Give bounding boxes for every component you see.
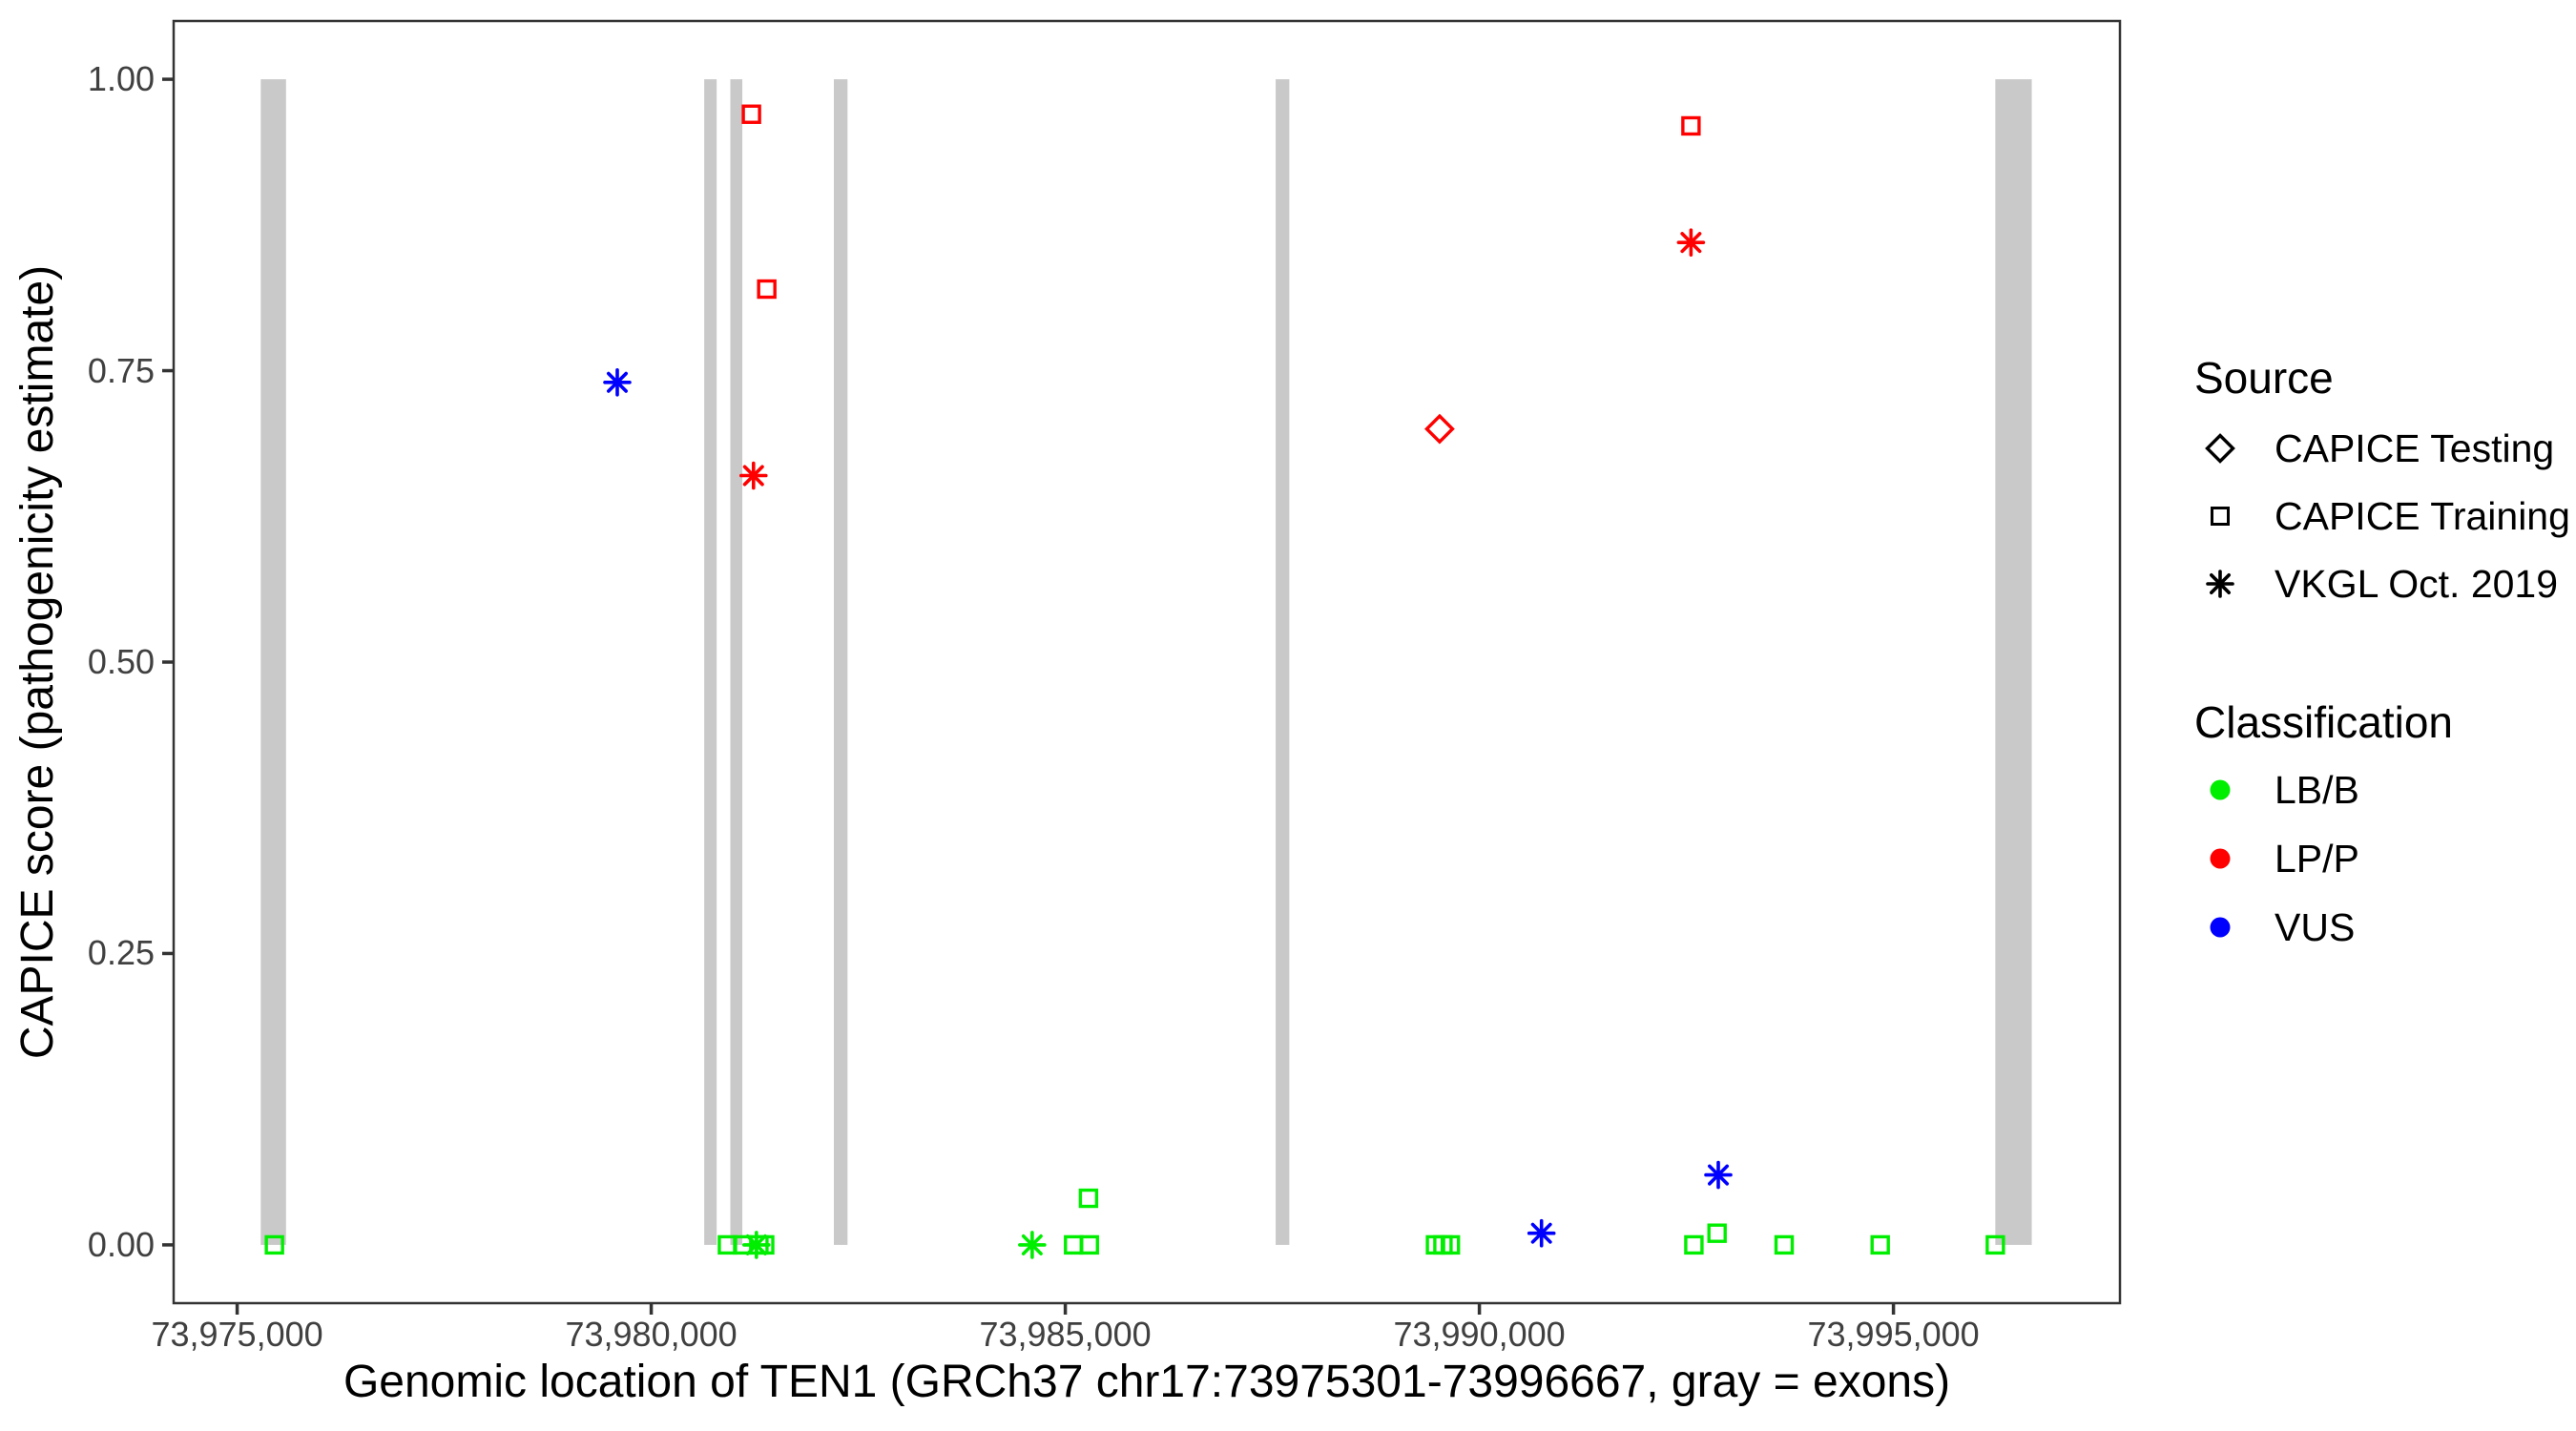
exon-bar <box>730 79 743 1245</box>
asterisk-marker <box>2206 570 2234 598</box>
asterisk-icon <box>2206 570 2234 598</box>
data-point <box>742 1231 771 1259</box>
legend-item-label: LP/P <box>2275 836 2359 881</box>
dot-icon <box>2210 917 2231 938</box>
legend-item-label: VKGL Oct. 2019 <box>2275 561 2559 606</box>
panel-border <box>172 19 2122 1305</box>
x-tick-label: 73,980,000 <box>565 1315 737 1354</box>
legend-item-label: CAPICE Training <box>2275 493 2570 538</box>
dot-icon <box>2210 848 2231 869</box>
legend-item-lpp: LP/P <box>2185 823 2359 894</box>
data-point <box>1774 1234 1795 1255</box>
data-point <box>1684 1234 1704 1255</box>
y-tick-label: 0.25 <box>87 933 155 973</box>
legend-item-vus: VUS <box>2185 892 2355 963</box>
data-point <box>1078 1188 1099 1209</box>
data-point <box>1676 228 1706 257</box>
legend-item-label: LB/B <box>2275 767 2359 812</box>
x-tick-label: 73,995,000 <box>1807 1315 1980 1354</box>
square-icon <box>2211 507 2230 526</box>
data-point <box>1870 1234 1890 1255</box>
legend-classification-title: Classification <box>2194 697 2453 747</box>
x-tick-label: 73,975,000 <box>151 1315 323 1354</box>
diamond-icon <box>2205 433 2235 464</box>
y-tick-label: 1.00 <box>87 59 155 99</box>
exon-bar <box>833 79 848 1245</box>
data-point <box>1527 1218 1556 1248</box>
data-point <box>1985 1234 2005 1255</box>
y-tick-label: 0.50 <box>87 642 155 681</box>
data-point <box>1704 1160 1733 1190</box>
data-point <box>738 461 768 490</box>
exon-bar <box>704 79 717 1245</box>
data-point <box>1064 1234 1084 1255</box>
data-point <box>757 279 777 300</box>
legend-item-label: VUS <box>2275 904 2356 949</box>
y-tick-label: 0.75 <box>87 350 155 390</box>
x-axis-title: Genomic location of TEN1 (GRCh37 chr17:7… <box>343 1357 1951 1407</box>
data-point <box>1441 1234 1461 1255</box>
exon-bar <box>1995 79 2032 1245</box>
legend-item-label: CAPICE Testing <box>2275 425 2555 470</box>
legend-item-square: CAPICE Training <box>2185 481 2570 551</box>
data-point <box>1424 413 1455 445</box>
exon-bar <box>260 79 286 1245</box>
data-point <box>741 104 761 124</box>
x-tick-label: 73,990,000 <box>1393 1315 1566 1354</box>
legend-source-title: Source <box>2194 353 2334 403</box>
exon-bar <box>1276 79 1290 1245</box>
data-point <box>1018 1231 1047 1259</box>
data-point <box>1707 1223 1727 1243</box>
legend-item-asterisk: VKGL Oct. 2019 <box>2185 549 2558 619</box>
data-point <box>264 1234 284 1255</box>
data-point <box>1079 1234 1099 1255</box>
square-marker <box>2211 507 2230 526</box>
x-tick-label: 73,985,000 <box>979 1315 1152 1354</box>
y-tick-label: 0.00 <box>87 1224 155 1264</box>
legend-item-diamond: CAPICE Testing <box>2185 413 2554 484</box>
diamond-marker <box>2205 433 2235 464</box>
data-point <box>603 367 632 397</box>
data-point <box>1681 115 1701 136</box>
legend-item-lbb: LB/B <box>2185 755 2359 825</box>
dot-icon <box>2210 779 2231 800</box>
